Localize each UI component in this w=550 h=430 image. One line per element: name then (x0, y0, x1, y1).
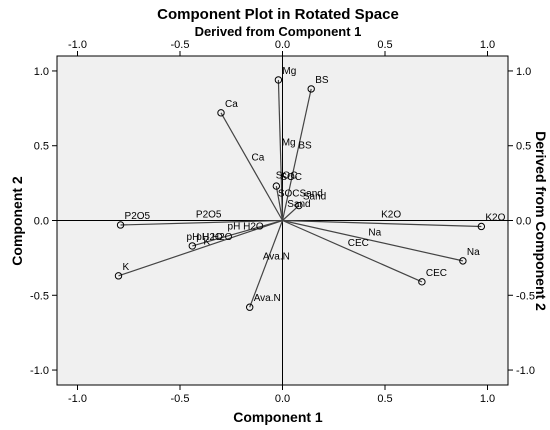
loading-vector (249, 220, 284, 308)
x-tick-label-bottom: -0.5 (171, 393, 190, 405)
loading-vector (281, 88, 312, 221)
top-axis-label: Derived from Component 1 (195, 24, 362, 39)
x-tick-label-top: -0.5 (171, 39, 190, 51)
x-tick-label-top: -1.0 (68, 39, 87, 51)
mid-vector-label: pH H2O (228, 221, 264, 232)
x-tick-label-top: 0.5 (377, 39, 392, 51)
data-point (307, 85, 315, 93)
mid-vector-label: SOC (278, 189, 300, 200)
chart-title: Component Plot in Rotated Space (157, 6, 399, 23)
data-point-label: Ava.N (254, 293, 281, 304)
y-tick-label-right: -1.0 (516, 365, 535, 377)
y-tick-label-left: 0.0 (34, 216, 49, 228)
mid-vector-label: pH H2O (187, 232, 223, 243)
loading-vector (192, 219, 283, 247)
y-tick-label-left: 0.5 (34, 141, 49, 153)
data-point-label: Ca (225, 99, 238, 110)
loading-vector (120, 219, 283, 226)
mid-vector-label: K2O (381, 210, 401, 221)
data-point-label: pH H2O (196, 232, 232, 243)
data-point (418, 278, 426, 286)
loading-vector (118, 219, 283, 277)
y-tick-label-left: -0.5 (30, 290, 49, 302)
mid-vector-label: Sand (287, 199, 310, 210)
data-point (188, 242, 197, 250)
data-point-label: Sand (303, 192, 326, 203)
mid-vector-label: P2O5 (196, 210, 222, 221)
data-point (295, 201, 303, 210)
mid-vector-label: SOC (276, 171, 298, 182)
x-tick-label-bottom: 0.5 (377, 393, 392, 405)
mid-vector-label: Sand (300, 189, 323, 200)
x-tick-label-bottom: 0.0 (275, 393, 290, 405)
loading-vector (282, 219, 482, 228)
data-point-label: SOC (280, 172, 302, 183)
data-point (459, 257, 467, 265)
mid-vector-label: Ava.N (263, 251, 290, 262)
data-point-label: BS (315, 75, 329, 86)
loading-vector (282, 219, 423, 283)
data-point (272, 182, 281, 190)
y-tick-label-right: 0.5 (516, 141, 531, 153)
x-tick-label-top: 1.0 (480, 39, 495, 51)
data-point-label: K (123, 262, 130, 273)
data-point-label: K2O (485, 212, 505, 223)
mid-vector-label: Mg (282, 138, 296, 149)
loading-vector (277, 79, 284, 221)
data-point-label: CEC (426, 268, 447, 279)
right-axis-label: Derived from Component 2 (533, 131, 549, 311)
x-axis-label: Component 1 (233, 409, 323, 425)
y-tick-label-right: 0.0 (516, 216, 531, 228)
x-tick-label-bottom: -1.0 (68, 393, 87, 405)
plot-area: -1.0 -1.0 -0.5 -0.5 0.0 0.0 0.5 0.5 1.0 1.0 -1.0 -1… (30, 39, 535, 405)
y-tick-label-left: -1.0 (30, 365, 49, 377)
y-tick-label-right: -0.5 (516, 290, 535, 302)
data-point (274, 76, 283, 84)
mid-vector-label: CEC (348, 238, 369, 249)
mid-vector-label: Na (368, 227, 381, 238)
loading-vector (220, 112, 284, 221)
mid-vector-label: K (203, 236, 210, 247)
x-tick-label-bottom: 1.0 (480, 393, 495, 405)
data-point (477, 222, 486, 231)
data-point-label: Mg (282, 66, 296, 77)
y-axis-label: Component 2 (9, 176, 25, 266)
data-point-label: P2O5 (125, 211, 151, 222)
data-point (246, 303, 254, 311)
loading-vector (275, 185, 284, 221)
data-point (217, 109, 225, 117)
y-tick-label-left: 1.0 (34, 66, 49, 78)
y-tick-label-right: 1.0 (516, 66, 531, 78)
mid-vector-label: BS (298, 141, 312, 152)
x-tick-label-top: 0.0 (275, 39, 290, 51)
loading-vector (282, 219, 464, 262)
data-point (114, 272, 123, 280)
data-point (116, 221, 125, 229)
mid-vector-label: Ca (252, 153, 265, 164)
data-point-label: Na (467, 247, 480, 258)
